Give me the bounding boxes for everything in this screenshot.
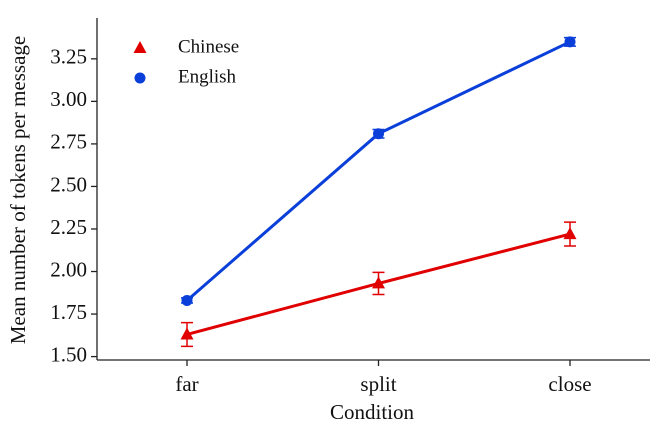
y-axis-title: Mean number of tokens per message <box>6 36 30 345</box>
y-tick-label: 3.00 <box>50 87 87 111</box>
y-tick-label: 1.50 <box>50 342 87 366</box>
y-tick-label: 2.50 <box>50 172 87 196</box>
y-tick-label: 2.25 <box>50 215 87 239</box>
marker <box>373 128 384 140</box>
x-axis-title: Condition <box>330 400 415 424</box>
legend-label: Chinese <box>178 36 239 57</box>
marker <box>564 36 576 48</box>
legend-marker <box>134 72 146 84</box>
marker <box>563 227 577 240</box>
x-tick-label: close <box>548 372 591 396</box>
marker <box>372 276 385 289</box>
y-tick-label: 2.00 <box>50 257 87 281</box>
y-tick-label: 1.75 <box>50 300 87 324</box>
series-line <box>186 40 571 302</box>
legend-label: English <box>178 66 237 87</box>
marker <box>180 327 194 340</box>
marker <box>181 294 193 306</box>
x-tick-label: split <box>360 372 396 396</box>
y-tick-label: 3.25 <box>50 45 87 69</box>
y-tick-label: 2.75 <box>50 130 87 154</box>
legend-marker <box>133 41 147 53</box>
x-tick-label: far <box>175 372 198 396</box>
